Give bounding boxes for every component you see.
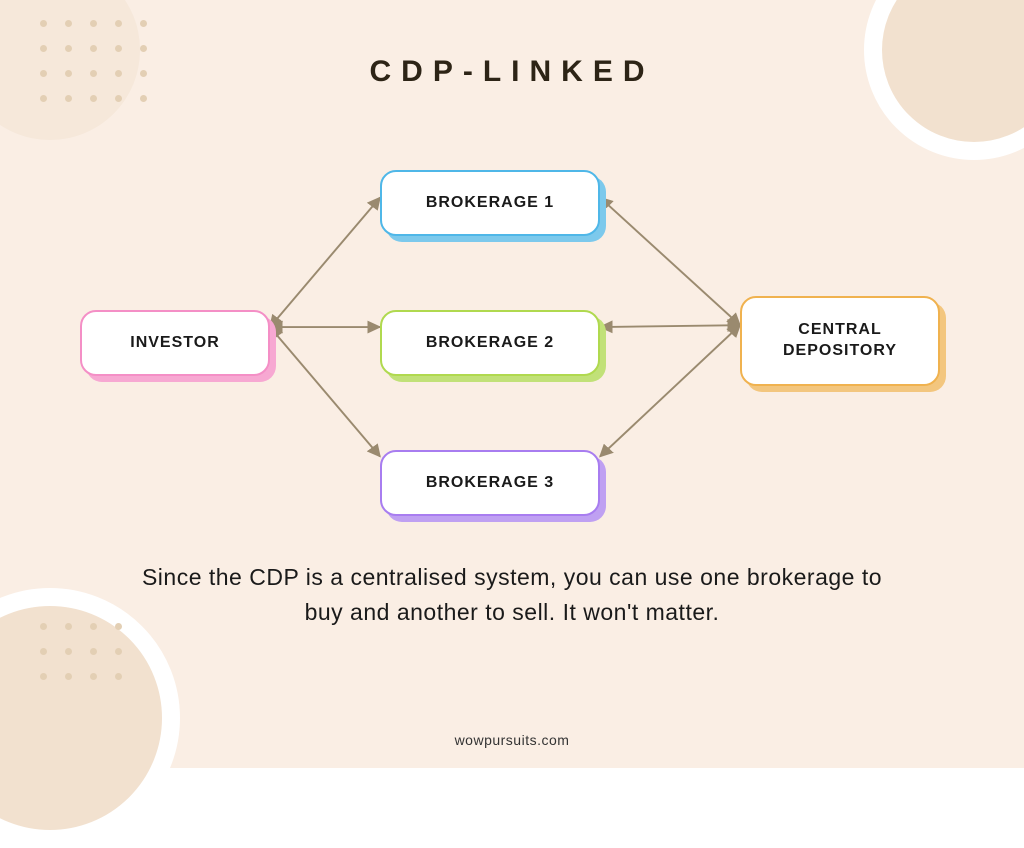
- infographic-canvas: CDP-LINKED INVESTOR BROKERAGE 1 BROKERAGE …: [0, 0, 1024, 768]
- node-investor: INVESTOR: [80, 310, 270, 376]
- node-brokerage1: BROKERAGE 1: [380, 170, 600, 236]
- edge-brokerage3-depository: [600, 325, 740, 456]
- caption-text: Since the CDP is a centralised system, y…: [120, 560, 904, 629]
- edge-investor-brokerage3: [270, 327, 380, 457]
- page-title: CDP-LINKED: [0, 55, 1024, 89]
- footer-text: wowpursuits.com: [0, 732, 1024, 748]
- edge-investor-brokerage1: [270, 198, 380, 328]
- decor-dots-bottom-left: [40, 623, 122, 698]
- edge-brokerage1-depository: [600, 198, 740, 326]
- edge-brokerage2-depository: [600, 325, 740, 327]
- node-brokerage3: BROKERAGE 3: [380, 450, 600, 516]
- node-depository: CENTRAL DEPOSITORY: [740, 296, 940, 386]
- diagram-area: INVESTORBROKERAGE 1BROKERAGE 2BROKERAGE …: [0, 130, 1024, 500]
- node-brokerage2: BROKERAGE 2: [380, 310, 600, 376]
